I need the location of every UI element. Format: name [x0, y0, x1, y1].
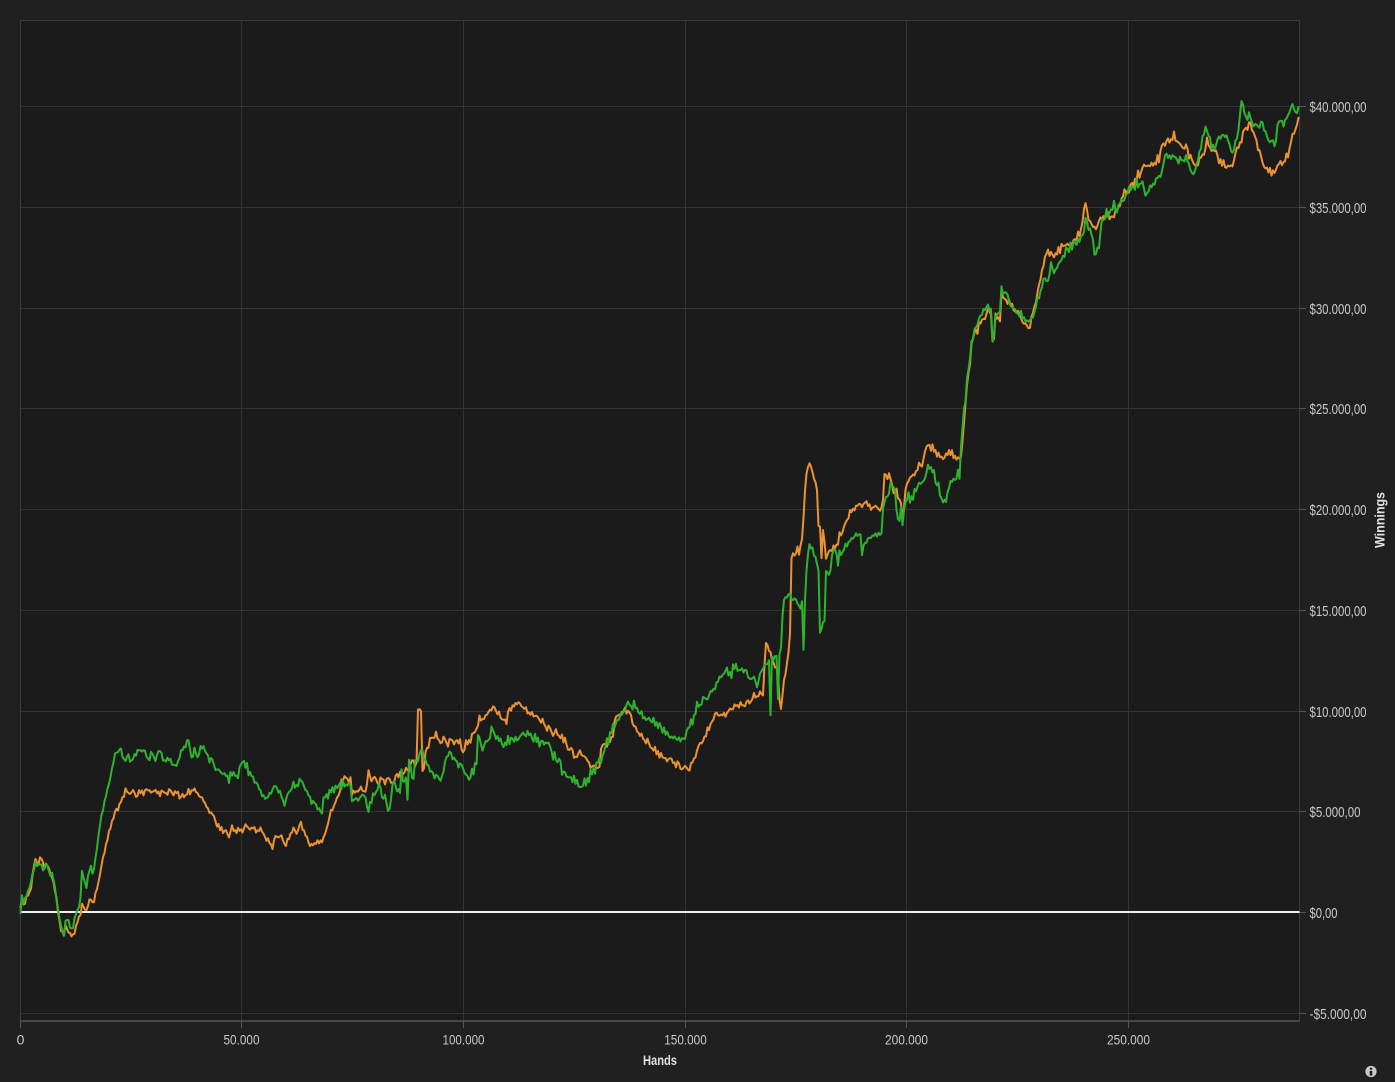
svg-text:100.000: 100.000 — [443, 1032, 485, 1048]
svg-text:$15.000,00: $15.000,00 — [1310, 603, 1367, 620]
svg-text:$20.000,00: $20.000,00 — [1310, 502, 1367, 519]
svg-text:$0,00: $0,00 — [1310, 905, 1338, 922]
svg-text:0: 0 — [17, 1032, 25, 1048]
svg-text:200.000: 200.000 — [885, 1032, 928, 1048]
svg-text:250.000: 250.000 — [1107, 1032, 1150, 1048]
svg-text:50.000: 50.000 — [224, 1032, 260, 1048]
svg-text:$40.000,00: $40.000,00 — [1310, 99, 1367, 116]
svg-text:$5.000,00: $5.000,00 — [1310, 804, 1361, 821]
svg-text:$10.000,00: $10.000,00 — [1310, 704, 1367, 721]
svg-text:Winnings: Winnings — [1372, 492, 1388, 548]
svg-text:$25.000,00: $25.000,00 — [1310, 401, 1367, 418]
svg-text:150.000: 150.000 — [664, 1032, 707, 1048]
svg-text:Hands: Hands — [643, 1052, 677, 1068]
svg-text:$30.000,00: $30.000,00 — [1310, 301, 1367, 318]
svg-text:-$5.000,00: -$5.000,00 — [1310, 1006, 1367, 1023]
svg-text:$35.000,00: $35.000,00 — [1310, 200, 1367, 217]
